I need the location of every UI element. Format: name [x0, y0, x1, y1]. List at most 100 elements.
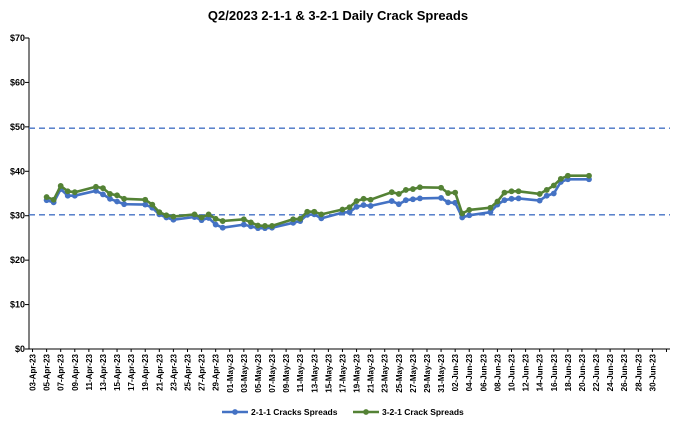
x-tick-label: 05-May-23 [254, 353, 263, 392]
data-point [71, 189, 78, 196]
data-point [339, 206, 346, 213]
y-tick-label: $20 [10, 255, 25, 265]
data-point [346, 209, 353, 216]
data-point [219, 224, 226, 231]
data-point [494, 198, 501, 205]
data-point [255, 222, 261, 229]
x-tick-label: 08-Jun-23 [493, 353, 502, 391]
data-point [388, 189, 395, 196]
data-point [487, 204, 494, 211]
data-point [367, 203, 374, 209]
data-point [417, 195, 423, 202]
y-tick-label: $0 [15, 344, 25, 354]
data-point [346, 204, 353, 211]
x-tick-label: 10-Jun-23 [508, 353, 517, 391]
data-point [388, 198, 395, 204]
data-point [240, 221, 247, 228]
data-point [536, 191, 543, 197]
data-point [318, 215, 325, 222]
data-point [290, 216, 297, 223]
data-point [318, 211, 325, 218]
data-point [550, 182, 557, 189]
data-point [536, 197, 543, 204]
legend-swatch-marker [232, 409, 238, 415]
data-point [367, 196, 374, 203]
y-tick-label: $60 [10, 77, 25, 87]
x-tick-label: 29-Apr-23 [212, 353, 221, 390]
x-tick-label: 09-May-23 [282, 353, 291, 392]
data-point [114, 198, 120, 205]
legend: 2-1-1 Cracks Spreads 3-2-1 Crack Spreads [222, 407, 464, 417]
data-point [409, 186, 416, 192]
data-point [163, 212, 170, 219]
data-point [543, 192, 550, 199]
data-point [107, 195, 113, 202]
data-point [395, 191, 402, 197]
series-line [46, 178, 589, 230]
data-point [114, 192, 120, 199]
series-1 [43, 172, 592, 229]
x-tick-label: 13-May-23 [310, 353, 319, 392]
x-tick-label: 16-Jun-23 [550, 353, 559, 391]
data-point [205, 211, 212, 218]
y-axis: $0 $10 $20 $30 $40 $50 $60 $70 [10, 33, 30, 354]
data-point [459, 214, 466, 221]
data-point [100, 185, 106, 192]
x-tick-label: 14-Jun-23 [536, 353, 545, 391]
data-point [219, 218, 226, 224]
x-tick-label: 23-May-23 [381, 353, 390, 392]
x-tick-label: 24-Jun-23 [606, 353, 615, 391]
y-tick-label: $40 [10, 166, 25, 176]
data-point [508, 195, 515, 202]
data-point [247, 219, 254, 226]
x-tick-label: 21-May-23 [367, 353, 376, 392]
x-tick-label: 02-Jun-23 [451, 353, 460, 391]
x-tick-label: 25-May-23 [395, 353, 404, 392]
data-point [360, 195, 367, 202]
x-tick-label: 20-Jun-23 [578, 353, 587, 391]
legend-item-0: 2-1-1 Cracks Spreads [222, 407, 338, 417]
data-point [262, 223, 268, 229]
data-point [121, 201, 127, 208]
data-point [247, 223, 254, 230]
data-point [304, 208, 311, 215]
x-tick-label: 15-Apr-23 [113, 353, 122, 390]
x-tick-label: 30-Jun-23 [648, 353, 657, 391]
data-point [445, 199, 452, 206]
x-tick-label: 27-Apr-23 [198, 353, 207, 390]
x-axis: 03-Apr-23 05-Apr-23 07-Apr-23 09-Apr-23 11-A… [29, 348, 670, 393]
data-point [121, 195, 127, 202]
data-point [107, 191, 113, 197]
data-point [212, 215, 219, 222]
data-point [586, 172, 592, 179]
data-point [142, 201, 149, 208]
data-point [57, 183, 64, 189]
data-point [353, 198, 360, 204]
x-tick-label: 22-Jun-23 [592, 353, 601, 391]
data-point [311, 208, 318, 215]
x-tick-label: 11-Apr-23 [85, 353, 94, 390]
data-point [487, 209, 494, 216]
x-tick-label: 21-Apr-23 [155, 353, 164, 390]
x-tick-label: 03-May-23 [240, 353, 249, 392]
y-tick-label: $30 [10, 211, 25, 221]
data-point [445, 190, 452, 196]
data-point [452, 199, 459, 206]
x-tick-label: 07-Apr-23 [57, 353, 66, 390]
x-tick-label: 07-May-23 [268, 353, 277, 392]
data-point [452, 189, 459, 196]
data-point [501, 197, 508, 204]
data-point [142, 196, 149, 203]
data-point [198, 214, 205, 221]
data-point [100, 191, 106, 198]
x-tick-label: 26-Jun-23 [620, 353, 629, 391]
x-tick-label: 04-Jun-23 [465, 353, 474, 391]
x-tick-label: 17-Apr-23 [127, 353, 136, 390]
data-point [501, 189, 508, 196]
x-tick-label: 09-Apr-23 [71, 353, 80, 390]
legend-label: 2-1-1 Cracks Spreads [251, 407, 338, 417]
data-point [191, 211, 198, 218]
x-tick-label: 18-Jun-23 [564, 353, 573, 391]
data-point [64, 188, 71, 195]
